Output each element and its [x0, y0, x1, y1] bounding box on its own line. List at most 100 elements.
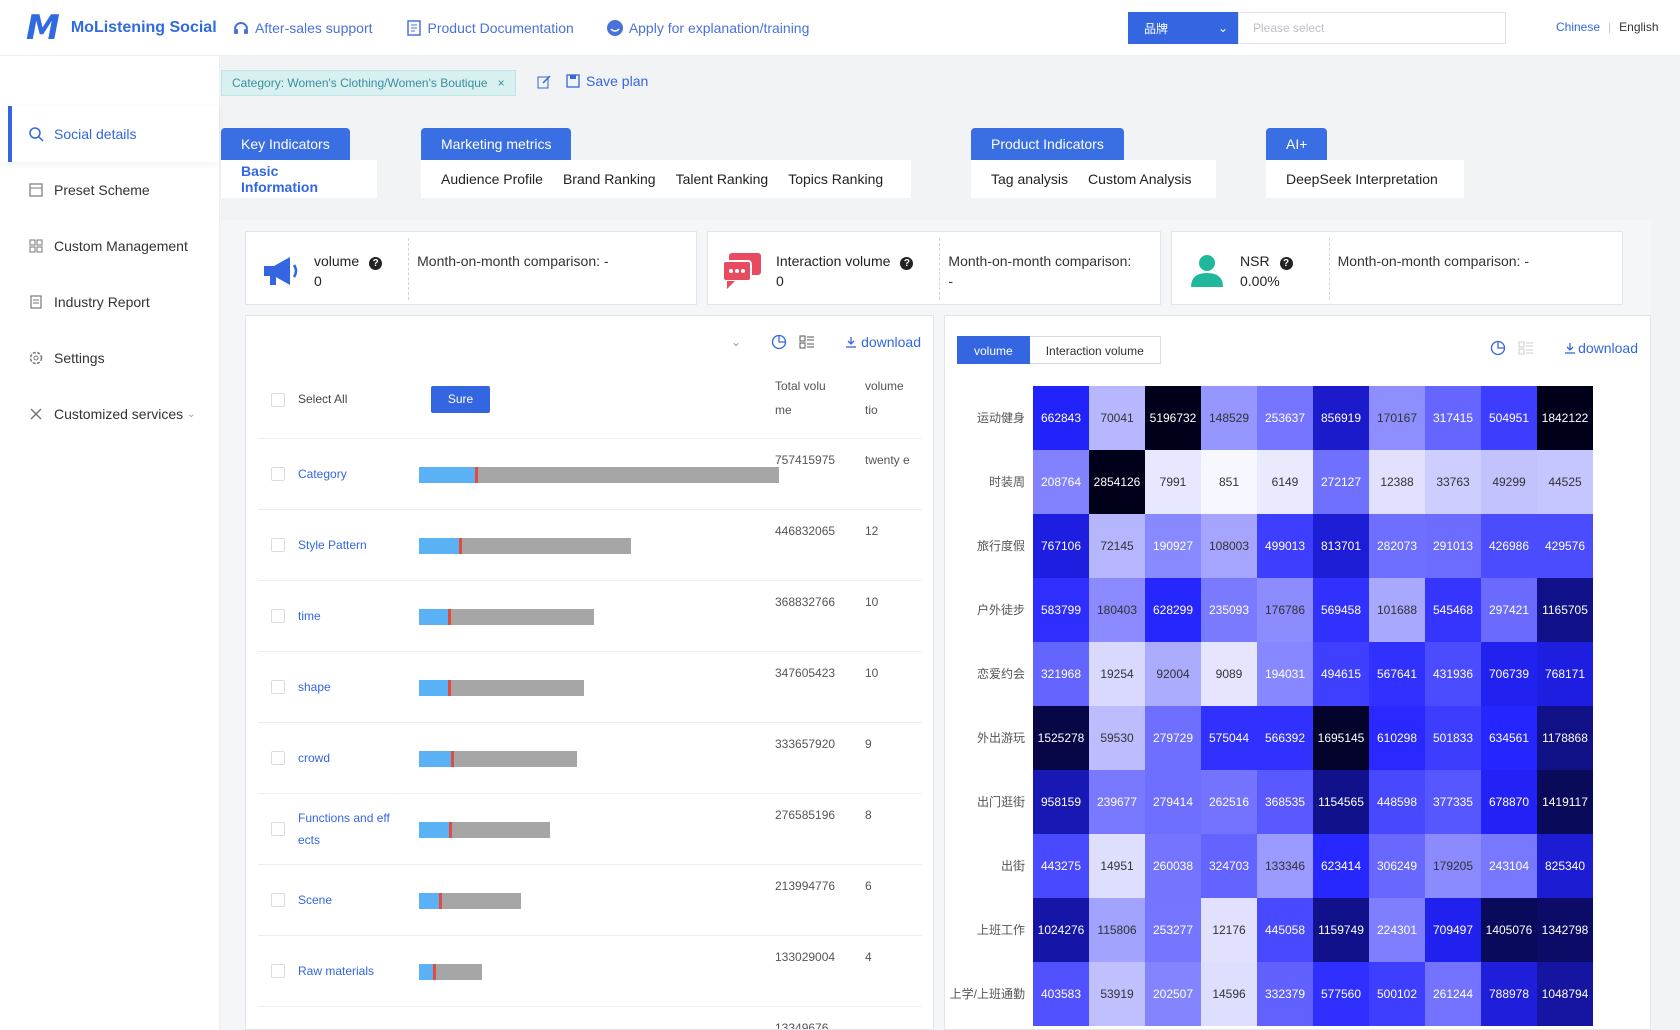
logo[interactable]: M MoListening Social: [0, 8, 232, 48]
pie-chart-icon[interactable]: [1490, 340, 1506, 356]
heatmap-cell[interactable]: 279729: [1145, 706, 1201, 770]
heatmap-cell[interactable]: 194031: [1257, 642, 1313, 706]
heatmap-cell[interactable]: 788978: [1481, 962, 1537, 1026]
heatmap-cell[interactable]: 825340: [1537, 834, 1593, 898]
tab-custom-analysis[interactable]: Custom Analysis: [1088, 171, 1192, 187]
row-tag-name[interactable]: Category: [298, 467, 347, 481]
heatmap-cell[interactable]: 1178868: [1537, 706, 1593, 770]
row-tag-name[interactable]: Style Pattern: [298, 538, 367, 552]
heatmap-cell[interactable]: 569458: [1313, 578, 1369, 642]
heatmap-cell[interactable]: 306249: [1369, 834, 1425, 898]
heatmap-cell[interactable]: 566392: [1257, 706, 1313, 770]
heatmap-cell[interactable]: 6149: [1257, 450, 1313, 514]
heatmap-cell[interactable]: 429576: [1537, 514, 1593, 578]
sidebar-item-preset-scheme[interactable]: Preset Scheme: [0, 162, 219, 218]
sidebar-item-settings[interactable]: Settings: [0, 330, 219, 386]
heatmap-cell[interactable]: 1525278: [1033, 706, 1089, 770]
heatmap-cell[interactable]: 14596: [1201, 962, 1257, 1026]
heatmap-cell[interactable]: 53919: [1089, 962, 1145, 1026]
heatmap-cell[interactable]: 272127: [1313, 450, 1369, 514]
row-checkbox[interactable]: [271, 751, 285, 765]
sidebar-item-custom-management[interactable]: Custom Management: [0, 218, 219, 274]
heatmap-cell[interactable]: 49299: [1481, 450, 1537, 514]
sidebar-item-social-details[interactable]: Social details: [0, 106, 219, 162]
row-checkbox[interactable]: [271, 609, 285, 623]
heatmap-cell[interactable]: 297421: [1481, 578, 1537, 642]
heatmap-cell[interactable]: 253637: [1257, 386, 1313, 450]
row-tag-name[interactable]: shape: [298, 680, 331, 694]
tab-ai-plus[interactable]: AI+: [1266, 128, 1328, 160]
heatmap-cell[interactable]: 706739: [1481, 642, 1537, 706]
sure-button[interactable]: Sure: [431, 386, 490, 413]
heatmap-cell[interactable]: 176786: [1257, 578, 1313, 642]
heatmap-cell[interactable]: 403583: [1033, 962, 1089, 1026]
heatmap-cell[interactable]: 567641: [1369, 642, 1425, 706]
heatmap-cell[interactable]: 12388: [1369, 450, 1425, 514]
tab-talent-ranking[interactable]: Talent Ranking: [675, 171, 769, 187]
chevron-down-icon[interactable]: ⌄: [731, 335, 742, 349]
heatmap-cell[interactable]: 239677: [1089, 770, 1145, 834]
product-docs-link[interactable]: Product Documentation: [405, 19, 574, 37]
heatmap-cell[interactable]: 662843: [1033, 386, 1089, 450]
training-link[interactable]: Apply for explanation/training: [606, 19, 809, 37]
heatmap-cell[interactable]: 1405076: [1481, 898, 1537, 962]
heatmap-cell[interactable]: 431936: [1425, 642, 1481, 706]
heatmap-cell[interactable]: 12176: [1201, 898, 1257, 962]
heatmap-cell[interactable]: 575044: [1201, 706, 1257, 770]
row-tag-name[interactable]: crowd: [298, 751, 331, 765]
row-tag-name[interactable]: Raw materials: [298, 964, 375, 978]
heatmap-cell[interactable]: 180403: [1089, 578, 1145, 642]
heatmap-cell[interactable]: 148529: [1201, 386, 1257, 450]
heatmap-cell[interactable]: 7991: [1145, 450, 1201, 514]
heatmap-cell[interactable]: 101688: [1369, 578, 1425, 642]
lang-english[interactable]: English: [1619, 20, 1659, 34]
toggle-interaction-volume[interactable]: Interaction volume: [1029, 336, 1161, 364]
help-icon[interactable]: ?: [1279, 257, 1293, 270]
heatmap-cell[interactable]: 170167: [1369, 386, 1425, 450]
heatmap-cell[interactable]: 678870: [1481, 770, 1537, 834]
lang-chinese[interactable]: Chinese: [1556, 20, 1601, 34]
tab-audience-profile[interactable]: Audience Profile: [441, 171, 543, 187]
heatmap-cell[interactable]: 1695145: [1313, 706, 1369, 770]
heatmap-cell[interactable]: 577560: [1313, 962, 1369, 1026]
heatmap-cell[interactable]: 262516: [1201, 770, 1257, 834]
heatmap-cell[interactable]: 623414: [1313, 834, 1369, 898]
sidebar-item-customized-services[interactable]: Customized services ⌄: [0, 386, 219, 442]
heatmap-cell[interactable]: 368535: [1257, 770, 1313, 834]
heatmap-cell[interactable]: 499013: [1257, 514, 1313, 578]
list-view-icon[interactable]: [1518, 340, 1534, 356]
category-filter-tag[interactable]: Category: Women's Clothing/Women's Bouti…: [221, 70, 516, 96]
heatmap-cell[interactable]: 92004: [1145, 642, 1201, 706]
heatmap-cell[interactable]: 59530: [1089, 706, 1145, 770]
heatmap-cell[interactable]: 235093: [1201, 578, 1257, 642]
heatmap-cell[interactable]: 9089: [1201, 642, 1257, 706]
heatmap-cell[interactable]: 190927: [1145, 514, 1201, 578]
brand-select[interactable]: 品牌 ⌄: [1128, 12, 1238, 44]
tab-tag-analysis[interactable]: Tag analysis: [991, 171, 1069, 187]
row-tag-name[interactable]: Scene: [298, 893, 333, 907]
tab-deepseek-interpretation[interactable]: DeepSeek Interpretation: [1286, 171, 1438, 187]
heatmap-cell[interactable]: 332379: [1257, 962, 1313, 1026]
heatmap-cell[interactable]: 767106: [1033, 514, 1089, 578]
heatmap-cell[interactable]: 133346: [1257, 834, 1313, 898]
heatmap-cell[interactable]: 282073: [1369, 514, 1425, 578]
heatmap-cell[interactable]: 44525: [1537, 450, 1593, 514]
heatmap-cell[interactable]: 2854126: [1089, 450, 1145, 514]
toggle-volume[interactable]: volume: [957, 336, 1030, 364]
heatmap-cell[interactable]: 1159749: [1313, 898, 1369, 962]
heatmap-cell[interactable]: 1165705: [1537, 578, 1593, 642]
heatmap-cell[interactable]: 851: [1201, 450, 1257, 514]
row-tag-name[interactable]: time: [298, 609, 321, 623]
download-button[interactable]: download: [1564, 340, 1638, 356]
sidebar-item-industry-report[interactable]: Industry Report: [0, 274, 219, 330]
after-sales-link[interactable]: After-sales support: [232, 19, 373, 37]
heatmap-cell[interactable]: 500102: [1369, 962, 1425, 1026]
tab-brand-ranking[interactable]: Brand Ranking: [562, 171, 656, 187]
heatmap-cell[interactable]: 33763: [1425, 450, 1481, 514]
heatmap-cell[interactable]: 291013: [1425, 514, 1481, 578]
heatmap-cell[interactable]: 504951: [1481, 386, 1537, 450]
heatmap-cell[interactable]: 179205: [1425, 834, 1481, 898]
heatmap-cell[interactable]: 443275: [1033, 834, 1089, 898]
heatmap-cell[interactable]: 1842122: [1537, 386, 1593, 450]
tab-topics-ranking[interactable]: Topics Ranking: [788, 171, 884, 187]
